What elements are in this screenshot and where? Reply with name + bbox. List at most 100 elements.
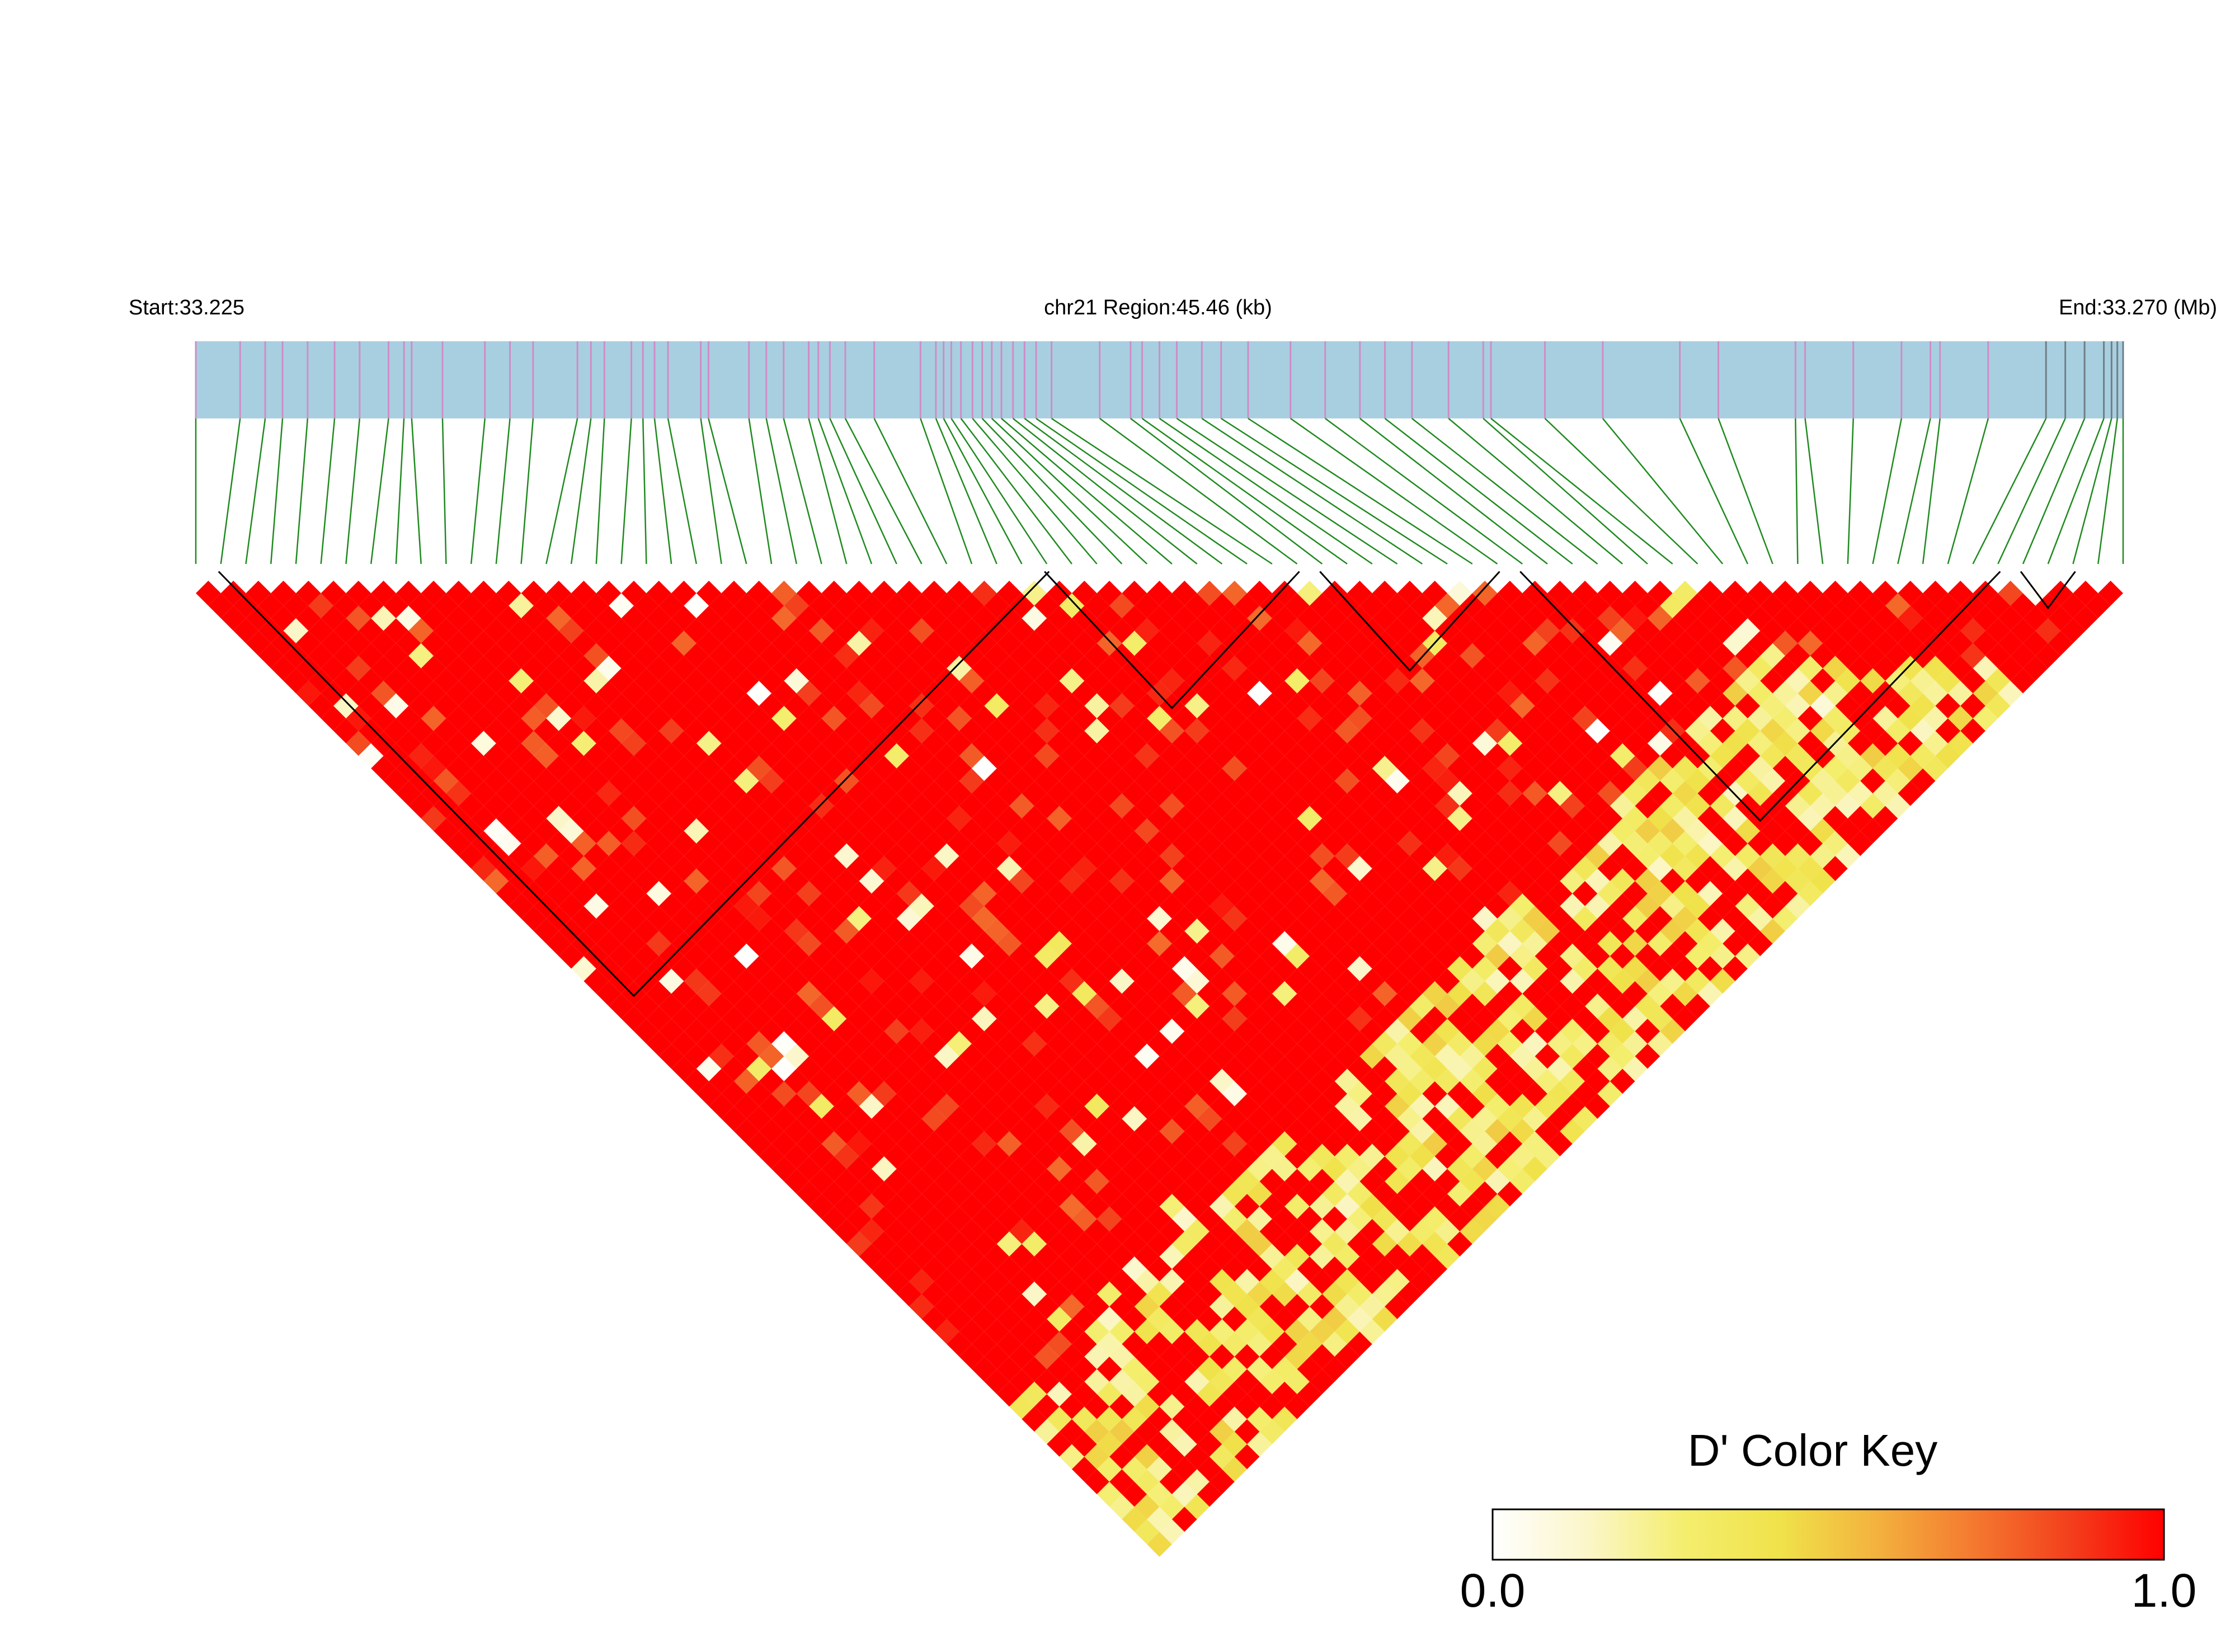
ld-cell (258, 643, 284, 669)
ld-cell (959, 868, 985, 894)
ld-cell (721, 656, 747, 681)
ld-cell (1497, 1031, 1523, 1057)
ld-cell (446, 581, 472, 606)
ld-cell (446, 705, 472, 731)
snp-connector-line (1036, 417, 1248, 565)
snp-connector-line (951, 418, 1048, 564)
ld-cell (721, 705, 747, 731)
ld-cell (1747, 780, 1773, 806)
ld-cell (1084, 1018, 1110, 1044)
color-key-min-label: 0.0 (1460, 1564, 1526, 1617)
ld-cell (834, 1194, 859, 1219)
ld-cell (959, 693, 985, 719)
ld-cell (1084, 1069, 1110, 1094)
ld-cell (271, 630, 296, 656)
snp-connector-line (1544, 418, 1698, 564)
ld-cell (1084, 1118, 1110, 1144)
ld-cell (1747, 581, 1773, 606)
ld-cell (509, 843, 534, 869)
ld-cell (834, 718, 859, 743)
ld-cell (596, 705, 622, 731)
snp-connector-line (411, 418, 422, 564)
ld-cell (446, 806, 472, 831)
ld-cell (1259, 1043, 1285, 1069)
ld-cell (1084, 1218, 1110, 1244)
ld-cell (1985, 618, 2011, 643)
ld-cell (1497, 581, 1523, 606)
snp-connector-line (1972, 418, 2047, 564)
ld-cell (834, 643, 859, 669)
ld-cell (1497, 881, 1523, 906)
ld-cell (596, 831, 622, 856)
ld-cell (1497, 630, 1523, 656)
snp-connector-line (1997, 418, 2066, 564)
ld-cell (509, 643, 534, 669)
ld-cell (959, 643, 985, 669)
ld-cell (721, 1106, 747, 1132)
ld-cell (1084, 1469, 1110, 1495)
ld-cell (834, 918, 859, 944)
snp-connector-line (2097, 418, 2118, 564)
snp-connector-line (1804, 418, 1824, 564)
ld-cell (959, 1269, 985, 1295)
ld-cell (1259, 1294, 1285, 1319)
ld-cell (1259, 1244, 1285, 1269)
ld-cell (721, 1006, 747, 1032)
ld-cell (959, 968, 985, 994)
ld-cell (959, 1043, 985, 1069)
snp-connector-line (2072, 418, 2112, 564)
ld-cell (509, 768, 534, 794)
ld-cell (721, 756, 747, 781)
ld-cell (1259, 1143, 1285, 1169)
ld-cell (220, 581, 246, 606)
snp-connector-line (667, 418, 698, 564)
snp-connector-line (570, 418, 592, 564)
haplotype-block-outline (2020, 571, 2076, 610)
ld-cell (721, 1031, 747, 1057)
ld-cell (2098, 581, 2123, 606)
ld-cell (721, 1056, 747, 1081)
ld-cell (1985, 668, 2011, 694)
ld-cell (834, 743, 859, 769)
snp-connector-line (1872, 418, 1903, 564)
ld-cell (1259, 1344, 1285, 1369)
ld-cell (1747, 705, 1773, 731)
region-header: Start:33.225 chr21 Region:45.46 (kb) End… (129, 296, 2217, 319)
snp-connector-line (2047, 418, 2105, 564)
ld-cell (1497, 906, 1523, 931)
ld-cell (1497, 1106, 1523, 1132)
ld-cell (834, 994, 859, 1019)
ld-heatmap (196, 581, 2123, 1557)
ld-cell (721, 806, 747, 831)
ld-cell (1084, 843, 1110, 869)
ld-cell (271, 656, 296, 681)
ld-cell (1084, 743, 1110, 769)
snp-connector-line (320, 418, 336, 564)
snp-connector-line (844, 418, 923, 564)
ld-cell (1747, 881, 1773, 906)
ld-cell (1259, 1094, 1285, 1119)
ld-cell (1497, 1131, 1523, 1157)
snp-connector-line (545, 418, 578, 564)
ld-cell (596, 881, 622, 906)
snp-connector-line (1483, 418, 1648, 564)
ld-cell (1259, 743, 1285, 769)
ld-cell (1497, 656, 1523, 681)
ld-cell (1259, 818, 1285, 844)
ld-cell (959, 1294, 985, 1319)
ld-cell (1259, 1394, 1285, 1419)
ld-cell (1084, 1319, 1110, 1344)
ld-cell (596, 630, 622, 656)
ld-cell (1747, 630, 1773, 656)
ld-cell (959, 893, 985, 919)
ld-cell (959, 1094, 985, 1119)
ld-cell (596, 806, 622, 831)
ld-cell (383, 743, 409, 769)
snp-connector-line (1947, 418, 1989, 564)
end-label: End:33.270 (Mb) (2059, 296, 2217, 319)
ld-cell (1084, 994, 1110, 1019)
ld-cell (1560, 1118, 1585, 1144)
ld-cell (1084, 768, 1110, 794)
ld-cell (1259, 1419, 1285, 1444)
ld-cell (1985, 593, 2011, 619)
